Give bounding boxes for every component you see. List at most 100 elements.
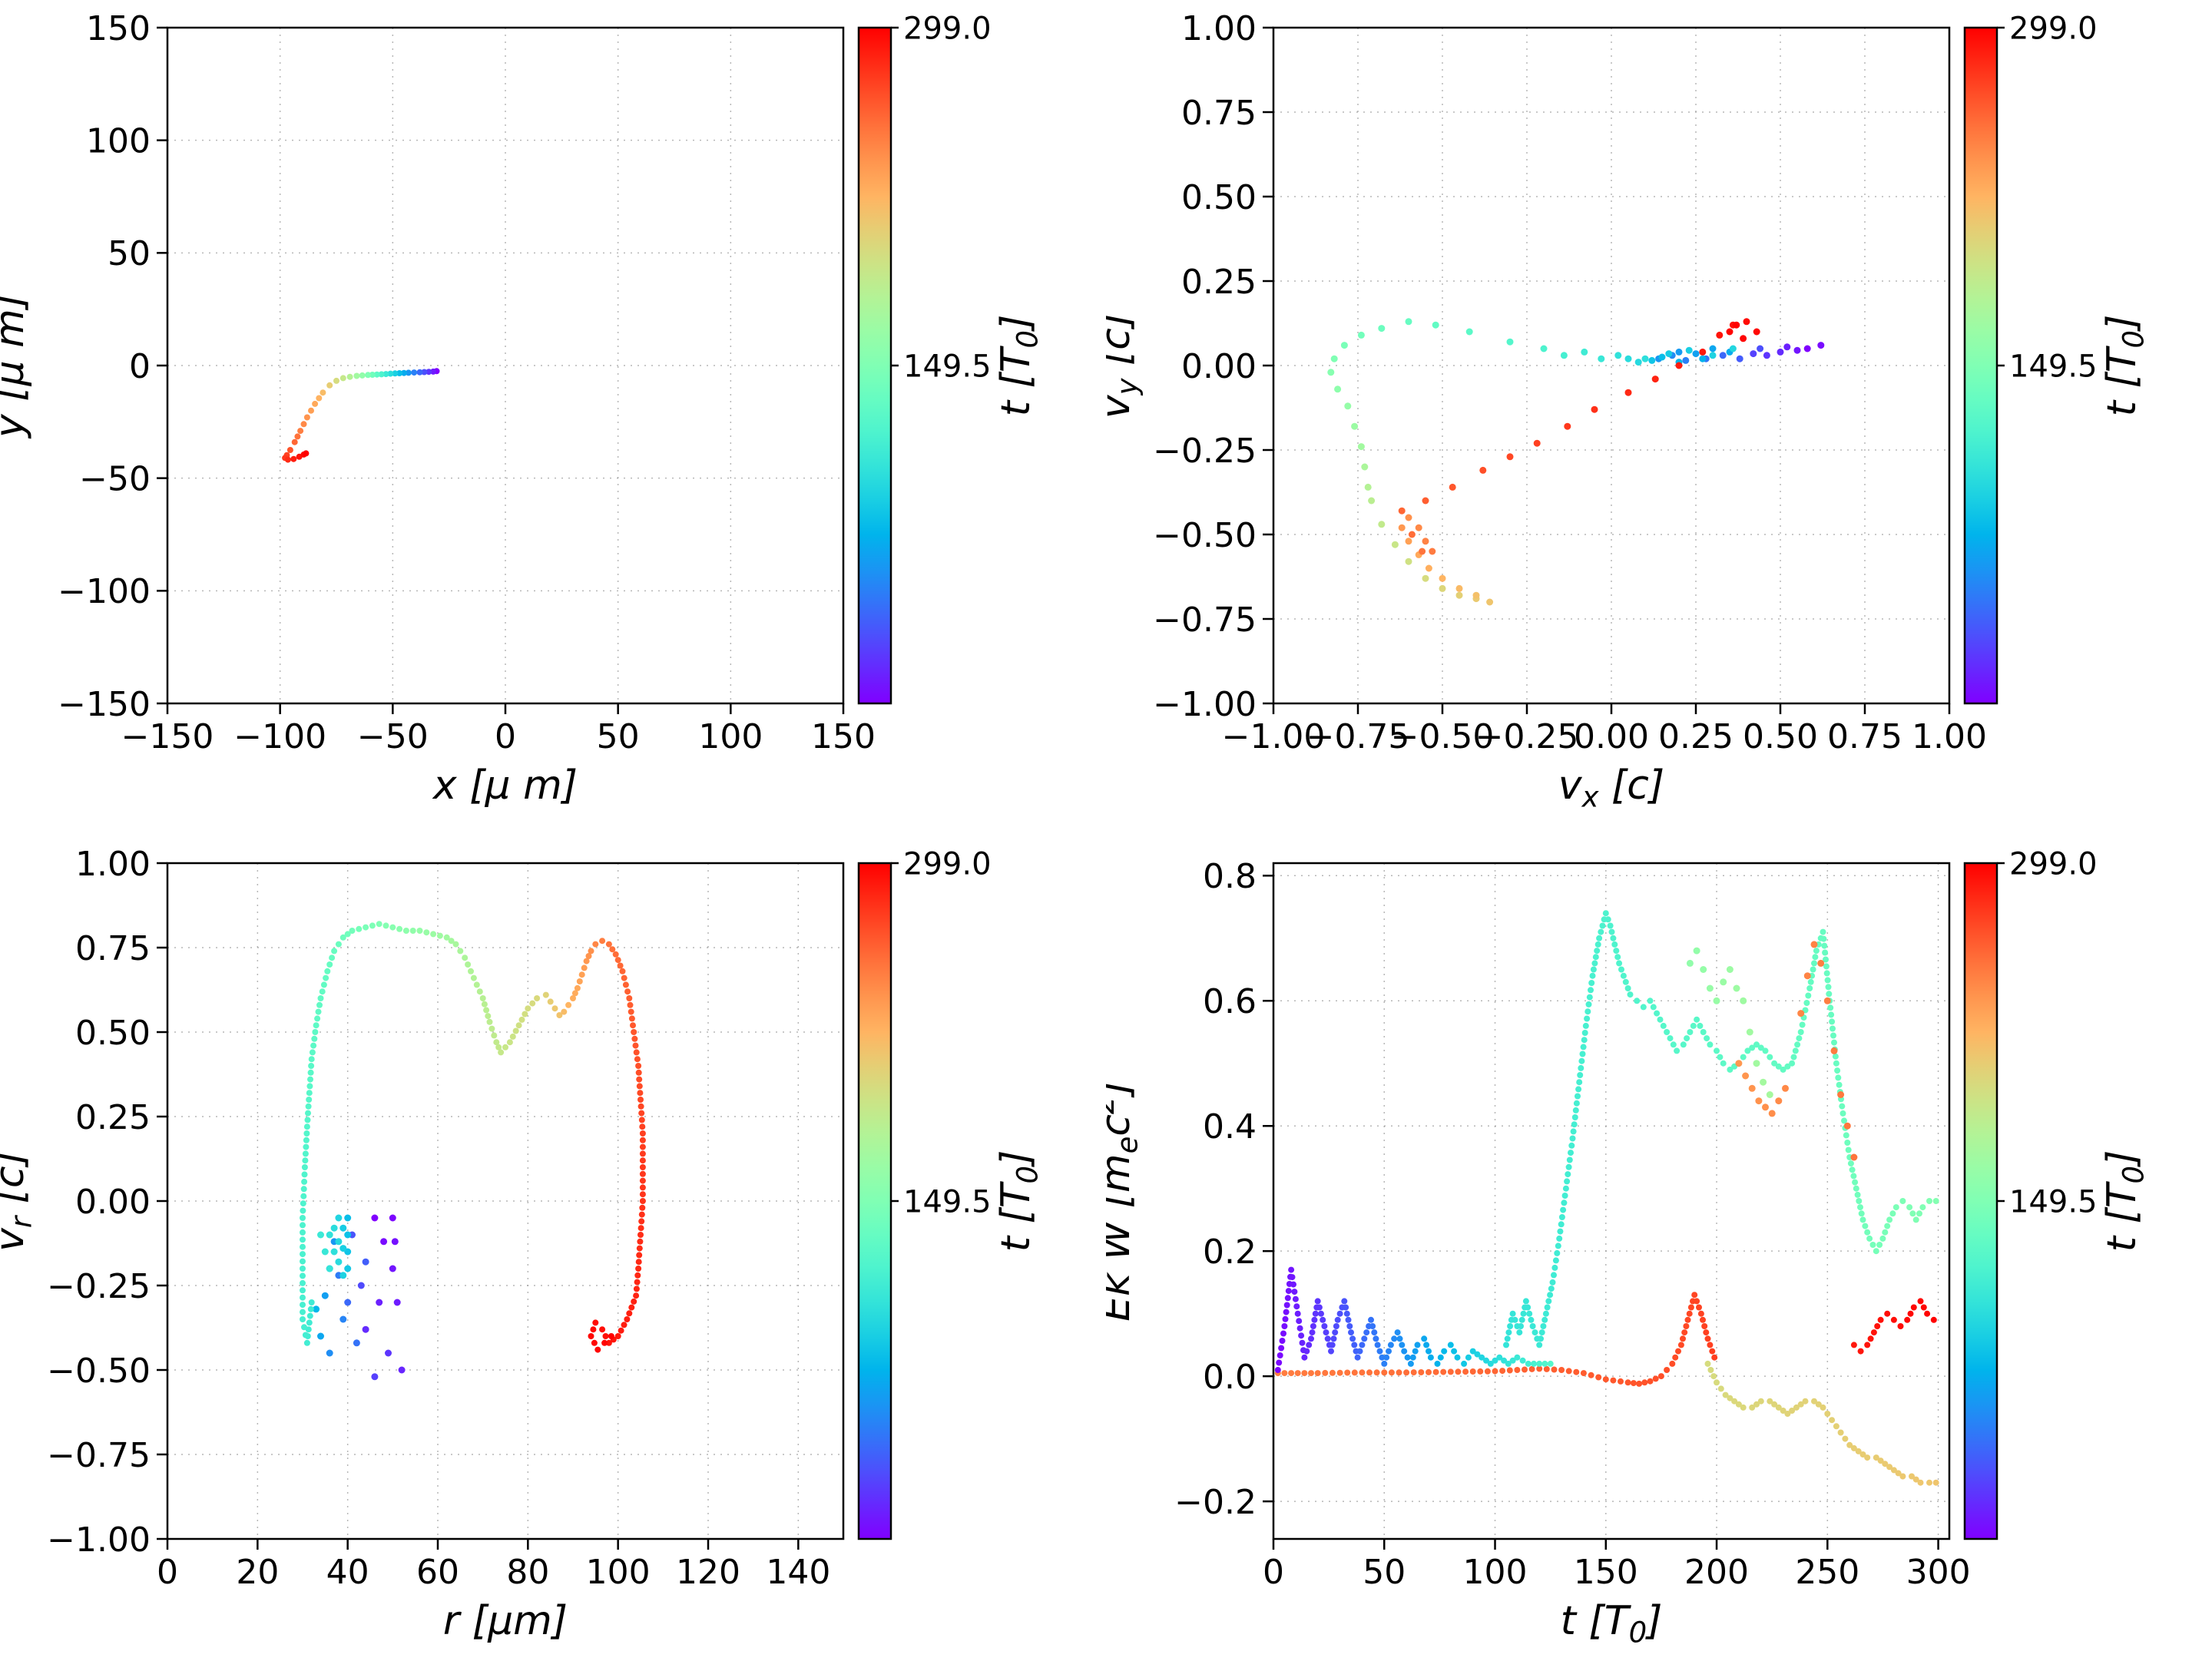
- y-tick-label: −1.00: [1153, 685, 1257, 724]
- y-tick-label: 50: [108, 234, 151, 273]
- subplot-r-vr-phase: 0 20 40 60 80 100 120 140 −1.00 −0.75 −0.50 −0.25 0.…: [0, 845, 1044, 1644]
- y-tick-label: 1.00: [1181, 9, 1257, 48]
- subplot-vx-vy-phase: −1.00−0.75−0.50−0.250.00 0.25 0.50 0.75 1.00…: [1106, 9, 2150, 814]
- colorbar-tick-label: 299.0: [2009, 846, 2098, 882]
- scatter-points: [300, 921, 646, 1381]
- x-tick-label: 140: [766, 1553, 830, 1592]
- scatter-points: [1274, 910, 1939, 1486]
- colorbar: 299.0 149.5 t [T0]: [1963, 11, 2150, 705]
- series-early-scatter: [313, 1214, 406, 1381]
- y-tick-label: 0.6: [1203, 982, 1257, 1021]
- gridlines: [1273, 27, 1950, 704]
- y-axis-label: vr [c]: [0, 1150, 38, 1252]
- y-tick-label: −0.50: [47, 1352, 151, 1391]
- y-tick-label: 0: [129, 347, 151, 386]
- y-tick-label: 0.00: [1181, 347, 1257, 386]
- colorbar-label: t [T0]: [993, 1150, 1044, 1252]
- subplot-xy-trajectory: −150 −100 −50 0 50 100 150 −150 −100 −50 0 50 100 150…: [0, 9, 1044, 809]
- y-tick-label: 0.50: [1181, 178, 1257, 217]
- gridlines: [167, 27, 844, 704]
- x-tick-label: 0: [1263, 1553, 1284, 1592]
- y-tick-label: −0.50: [1153, 516, 1257, 555]
- y-tick-label: −0.2: [1174, 1483, 1257, 1522]
- colorbar-tick-label: 299.0: [903, 846, 992, 882]
- y-tick-label: 100: [86, 122, 151, 161]
- series-velocity-phase: [1327, 318, 1825, 606]
- y-tick-label: 0.50: [75, 1014, 151, 1053]
- series-green-cluster: [1686, 947, 1773, 1098]
- scatter-points: [282, 368, 440, 463]
- colorbar: 299.0 149.5 t [T0]: [857, 846, 1044, 1540]
- x-tick-label: −0.50: [1391, 717, 1495, 756]
- x-axis-label: x [μ m]: [432, 763, 578, 809]
- x-tick-label: 40: [326, 1553, 369, 1592]
- x-tick-label: 150: [811, 717, 876, 756]
- x-tick-label: −0.25: [1475, 717, 1579, 756]
- x-tick-label: 150: [1574, 1553, 1638, 1592]
- axes-frame: [1272, 862, 1951, 1540]
- x-tick-label: 50: [597, 717, 640, 756]
- x-tick-label: 100: [1463, 1553, 1528, 1592]
- ticks: [157, 26, 845, 714]
- colorbar: 299.0 149.5 t [T0]: [1963, 846, 2150, 1540]
- scatter-points: [1327, 318, 1825, 606]
- y-tick-label: 0.0: [1203, 1358, 1257, 1397]
- colorbar-tick-label: 149.5: [903, 1184, 992, 1219]
- x-tick-label: 20: [236, 1553, 279, 1592]
- y-tick-label: 0.25: [1181, 263, 1257, 302]
- subplot-energy-vs-time: 0 50 100 150 200 250 300 −0.2 0.0 0.2 0.4 0.6 0.8 t […: [1106, 846, 2150, 1649]
- y-tick-label: 1.00: [75, 845, 151, 884]
- colorbar-tick-label: 149.5: [2009, 349, 2098, 384]
- x-tick-label: 0.50: [1743, 717, 1818, 756]
- series-flat-orange-line: [1274, 1292, 1718, 1387]
- x-tick-label: 100: [586, 1553, 651, 1592]
- x-tick-label: 1.00: [1912, 717, 1987, 756]
- series-main-loop: [300, 921, 646, 1353]
- ticks: [1263, 875, 1939, 1550]
- colorbar-tick-label: 149.5: [2009, 1184, 2098, 1219]
- colorbar-tick-label: 149.5: [903, 349, 992, 384]
- y-tick-label: −0.75: [47, 1436, 151, 1475]
- y-tick-label: −50: [79, 460, 151, 499]
- x-axis-label: vx [c]: [1558, 763, 1664, 813]
- y-tick-label: 0.25: [75, 1098, 151, 1137]
- y-tick-label: −1.00: [47, 1520, 151, 1560]
- series-yellow-descent: [1704, 1360, 1939, 1486]
- x-tick-label: −50: [357, 717, 429, 756]
- colorbar-tick-label: 299.0: [2009, 11, 2098, 46]
- x-tick-label: 0.25: [1658, 717, 1734, 756]
- colorbar-label: t [T0]: [2099, 315, 2150, 417]
- series-teal-main: [1503, 910, 1939, 1348]
- x-tick-label: −100: [233, 717, 326, 756]
- y-tick-label: −0.25: [47, 1267, 151, 1306]
- colorbar-label: t [T0]: [993, 315, 1044, 417]
- y-tick-label: 0.4: [1203, 1107, 1257, 1147]
- x-tick-label: 100: [698, 717, 763, 756]
- x-tick-label: 200: [1684, 1553, 1749, 1592]
- series-red-tail: [1850, 1298, 1937, 1355]
- x-tick-label: 80: [506, 1553, 549, 1592]
- y-tick-label: 0.75: [1181, 94, 1257, 133]
- y-axis-label: y [μ m]: [0, 293, 33, 439]
- ticks: [157, 862, 800, 1550]
- y-axis-label: vy [c]: [1106, 313, 1144, 419]
- y-tick-label: −150: [58, 685, 151, 724]
- series-blue-oscillation: [1274, 1266, 1554, 1373]
- gridlines: [167, 862, 843, 1540]
- x-tick-label: 250: [1795, 1553, 1859, 1592]
- y-tick-label: −0.75: [1153, 601, 1257, 640]
- x-axis-label: t [T0]: [1561, 1598, 1663, 1649]
- series-trajectory: [282, 368, 440, 463]
- y-tick-label: 0.00: [75, 1183, 151, 1222]
- y-axis-label: Ek W [mec2]: [1106, 1080, 1144, 1322]
- x-tick-label: −1.00: [1222, 717, 1326, 756]
- y-tick-label: 150: [86, 9, 151, 48]
- x-tick-label: 0.75: [1827, 717, 1902, 756]
- x-tick-label: −150: [121, 717, 214, 756]
- ticks: [1263, 26, 1951, 714]
- x-tick-label: 300: [1906, 1553, 1971, 1592]
- colorbar: 299.0 149.5 t [T0]: [857, 11, 1044, 705]
- y-tick-label: 0.75: [75, 929, 151, 968]
- x-tick-label: 60: [416, 1553, 459, 1592]
